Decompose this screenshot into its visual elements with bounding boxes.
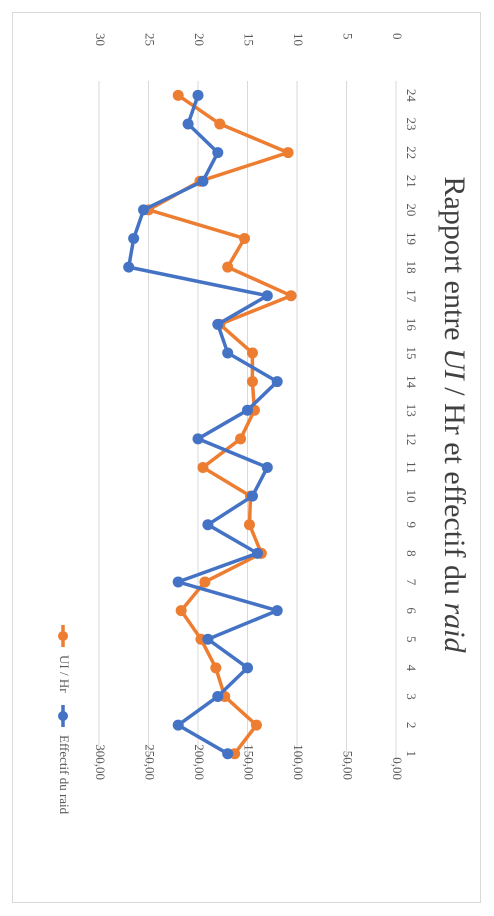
data-point-effectif xyxy=(271,376,283,388)
data-point-ui-hr xyxy=(210,662,222,674)
legend-swatch-marker xyxy=(58,711,68,721)
category-tick-label: 11 xyxy=(404,461,419,474)
primary-tick-label: 100,00 xyxy=(291,744,306,780)
data-point-effectif xyxy=(242,662,253,674)
category-tick-label: 10 xyxy=(404,490,419,503)
data-point-effectif xyxy=(222,347,234,359)
data-point-ui-hr xyxy=(246,376,258,388)
legend-label: Effectif du raid xyxy=(57,735,72,815)
primary-tick-label: 50,00 xyxy=(341,751,356,780)
data-point-effectif xyxy=(261,461,273,473)
series-line-effectif xyxy=(126,94,279,756)
title-part-4: raid xyxy=(438,602,471,653)
data-point-effectif xyxy=(172,576,184,588)
data-point-ui-hr xyxy=(172,89,184,101)
data-point-effectif xyxy=(246,490,258,502)
data-point-effectif xyxy=(202,633,214,645)
primary-axis-tick-labels: 0,00 50,00 100,00 150,00 200,00 250,00 300,00 xyxy=(93,744,405,780)
data-point-effectif xyxy=(192,89,204,101)
title-part-1: Rapport entre xyxy=(438,177,471,349)
data-point-ui-hr xyxy=(235,433,247,445)
data-point-ui-hr xyxy=(199,576,211,588)
data-point-effectif xyxy=(172,719,184,731)
data-point-effectif xyxy=(182,118,194,130)
data-point-ui-hr xyxy=(246,347,258,359)
category-tick-label: 4 xyxy=(404,665,419,672)
secondary-tick-label: 25 xyxy=(143,33,158,46)
primary-tick-label: 250,00 xyxy=(143,744,158,780)
category-tick-label: 15 xyxy=(404,346,419,359)
data-point-ui-hr xyxy=(285,290,297,302)
data-point-effectif xyxy=(138,204,150,216)
title-part-3: / Hr et effectif du xyxy=(438,380,471,603)
data-point-ui-hr xyxy=(243,519,255,531)
category-tick-label: 21 xyxy=(404,175,419,188)
category-tick-label: 18 xyxy=(404,261,419,274)
data-point-ui-hr xyxy=(250,719,262,731)
category-tick-label: 17 xyxy=(404,289,419,303)
data-point-ui-hr xyxy=(222,261,234,273)
chart-frame: 1 2 3 4 5 6 7 8 9 10 11 12 13 14 15 16 17 18 19 20 21 22 23 24 … xyxy=(12,12,481,903)
category-tick-label: 12 xyxy=(404,432,419,445)
primary-tick-label: 200,00 xyxy=(192,744,207,780)
series-group xyxy=(123,89,297,760)
data-point-ui-hr xyxy=(214,118,226,130)
data-point-effectif xyxy=(202,519,214,531)
category-tick-label: 3 xyxy=(404,693,419,700)
data-point-effectif xyxy=(212,690,224,702)
data-point-effectif xyxy=(261,290,273,302)
secondary-tick-label: 20 xyxy=(192,33,207,46)
data-point-effectif xyxy=(271,605,283,617)
data-point-effectif xyxy=(242,404,253,416)
secondary-tick-label: 10 xyxy=(291,33,306,46)
data-point-effectif xyxy=(123,261,135,273)
data-point-effectif xyxy=(251,547,263,559)
primary-tick-label: 150,00 xyxy=(242,744,257,780)
data-point-ui-hr xyxy=(175,605,187,617)
secondary-tick-label: 0 xyxy=(390,33,405,40)
data-point-ui-hr xyxy=(239,232,251,244)
data-point-effectif xyxy=(212,318,224,330)
category-tick-label: 6 xyxy=(404,607,419,614)
category-tick-label: 5 xyxy=(404,636,419,643)
category-tick-label: 2 xyxy=(404,722,419,729)
secondary-tick-label: 5 xyxy=(341,33,356,40)
category-tick-label: 1 xyxy=(404,750,419,757)
category-tick-label: 7 xyxy=(404,579,419,586)
secondary-tick-label: 30 xyxy=(93,33,108,46)
data-point-effectif xyxy=(128,232,140,244)
category-tick-label: 23 xyxy=(404,117,419,130)
category-tick-label: 20 xyxy=(404,203,419,216)
data-point-ui-hr xyxy=(197,461,209,473)
category-tick-label: 24 xyxy=(404,89,419,103)
title-part-2: UI xyxy=(438,348,471,382)
data-point-effectif xyxy=(192,433,204,445)
data-point-ui-hr xyxy=(282,147,294,159)
chart-title: Rapport entre UI / Hr et effectif du rai… xyxy=(438,177,471,654)
data-point-effectif xyxy=(222,748,234,760)
secondary-axis-tick-labels: 0 5 10 15 20 25 30 xyxy=(93,33,405,46)
primary-tick-label: 300,00 xyxy=(93,744,108,780)
legend-label: UI / Hr xyxy=(57,655,72,693)
legend: UI / Hr Effectif du raid xyxy=(57,625,72,815)
gridlines xyxy=(98,81,397,768)
chart-svg: 123456789101112131415161718192021222324 … xyxy=(57,33,471,815)
secondary-tick-label: 15 xyxy=(242,33,257,46)
category-tick-label: 19 xyxy=(404,232,419,245)
category-tick-label: 8 xyxy=(404,550,419,557)
category-tick-label: 16 xyxy=(404,318,419,332)
legend-swatch-marker xyxy=(58,631,68,641)
category-tick-label: 14 xyxy=(404,375,419,389)
data-point-effectif xyxy=(197,175,209,187)
category-tick-label: 22 xyxy=(404,146,419,159)
data-point-effectif xyxy=(212,147,224,159)
primary-tick-label: 0,00 xyxy=(390,757,405,780)
category-tick-label: 13 xyxy=(404,404,419,417)
category-tick-label: 9 xyxy=(404,521,419,528)
